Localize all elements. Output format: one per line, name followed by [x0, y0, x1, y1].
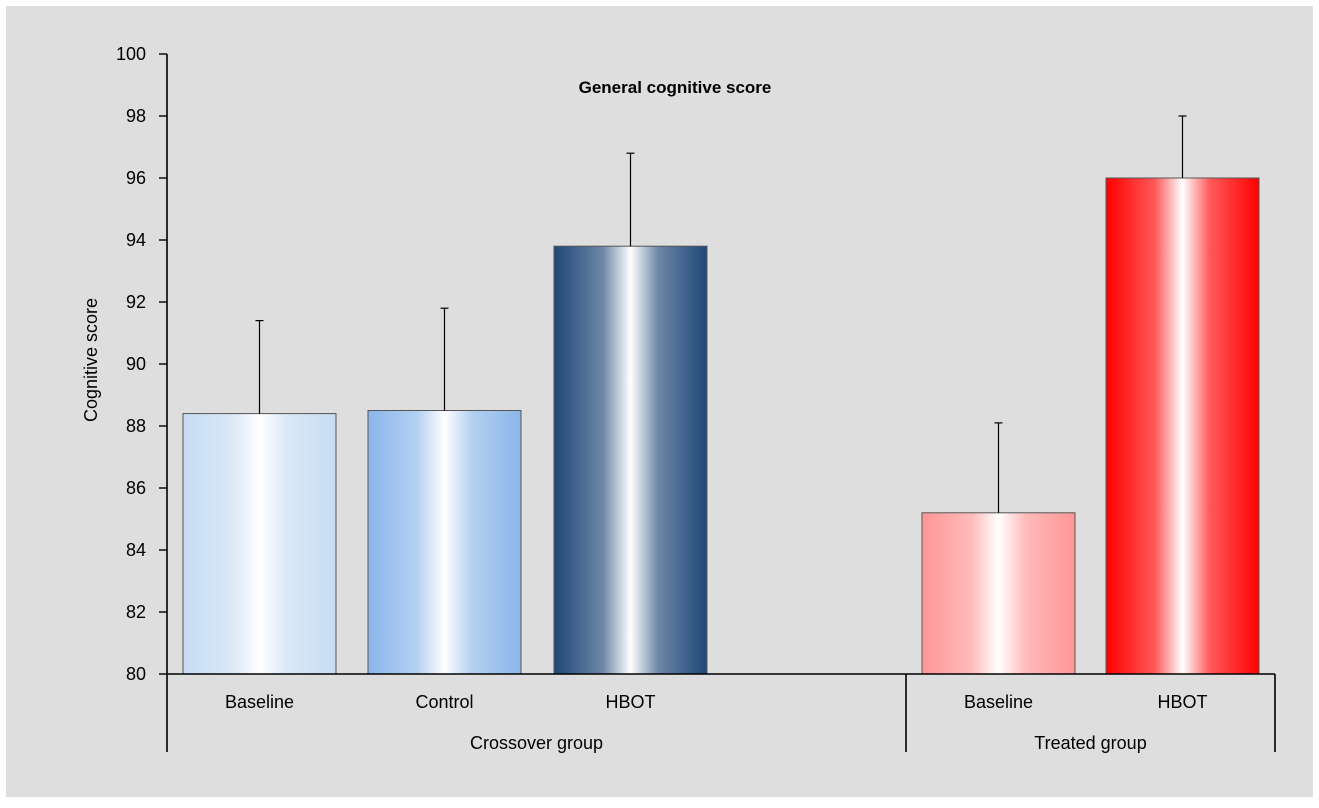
- x-tick-label-0-0: Baseline: [225, 692, 294, 712]
- y-tick-label-96: 96: [126, 168, 146, 188]
- x-tick-label-1-1: HBOT: [1157, 692, 1207, 712]
- y-tick-label-92: 92: [126, 292, 146, 312]
- bar-0-2: [553, 245, 708, 675]
- bar-0-1: [367, 410, 522, 675]
- group-label-0: Crossover group: [470, 733, 603, 753]
- y-tick-label-94: 94: [126, 230, 146, 250]
- y-tick-label-90: 90: [126, 354, 146, 374]
- y-tick-label-98: 98: [126, 106, 146, 126]
- y-tick-label-86: 86: [126, 478, 146, 498]
- axes-layer: [166, 54, 1276, 752]
- y-tick-label-100: 100: [116, 44, 146, 64]
- group-label-1: Treated group: [1034, 733, 1146, 753]
- bar-1-0: [921, 512, 1076, 675]
- y-ticks-layer: 80 82 84 86 88 90 92 94 96 98 100: [116, 44, 167, 684]
- bar-1-1: [1105, 177, 1260, 675]
- y-tick-label-80: 80: [126, 664, 146, 684]
- x-tick-label-0-2: HBOT: [605, 692, 655, 712]
- y-axis-label: Cognitive score: [81, 298, 101, 422]
- x-tick-label-0-1: Control: [415, 692, 473, 712]
- x-tick-label-1-0: Baseline: [964, 692, 1033, 712]
- bars-layer: [182, 177, 1260, 675]
- chart-title: General cognitive score: [579, 78, 772, 97]
- y-tick-label-84: 84: [126, 540, 146, 560]
- error-bars-layer: [255, 115, 1187, 513]
- y-tick-label-82: 82: [126, 602, 146, 622]
- y-tick-label-88: 88: [126, 416, 146, 436]
- x-labels-layer: Baseline Control HBOT Crossover group Baseli…: [225, 692, 1208, 753]
- bar-0-0: [182, 413, 337, 675]
